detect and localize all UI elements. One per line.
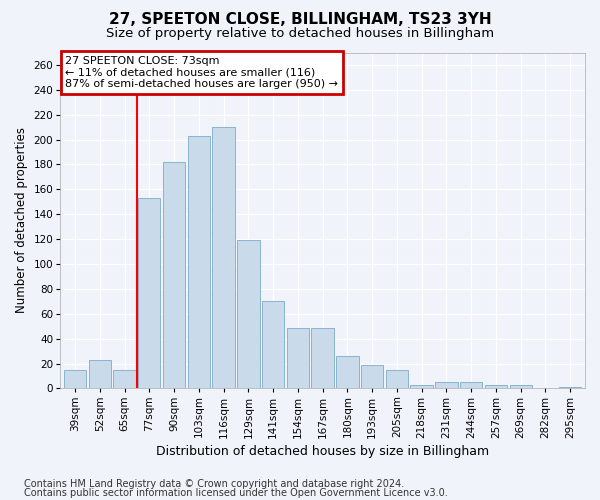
Text: Size of property relative to detached houses in Billingham: Size of property relative to detached ho…	[106, 28, 494, 40]
Bar	[559, 387, 581, 388]
Bar	[386, 370, 408, 388]
X-axis label: Distribution of detached houses by size in Billingham: Distribution of detached houses by size …	[156, 444, 489, 458]
Text: Contains HM Land Registry data © Crown copyright and database right 2024.: Contains HM Land Registry data © Crown c…	[24, 479, 404, 489]
Y-axis label: Number of detached properties: Number of detached properties	[15, 128, 28, 314]
Bar	[287, 328, 309, 388]
Bar	[138, 198, 160, 388]
Text: 27, SPEETON CLOSE, BILLINGHAM, TS23 3YH: 27, SPEETON CLOSE, BILLINGHAM, TS23 3YH	[109, 12, 491, 28]
Bar	[485, 385, 507, 388]
Bar	[435, 382, 458, 388]
Bar	[188, 136, 210, 388]
Bar	[262, 302, 284, 388]
Bar	[212, 127, 235, 388]
Bar	[237, 240, 260, 388]
Bar	[410, 385, 433, 388]
Bar	[64, 370, 86, 388]
Bar	[509, 385, 532, 388]
Bar	[460, 382, 482, 388]
Bar	[89, 360, 111, 388]
Bar	[311, 328, 334, 388]
Bar	[163, 162, 185, 388]
Text: Contains public sector information licensed under the Open Government Licence v3: Contains public sector information licen…	[24, 488, 448, 498]
Bar	[361, 365, 383, 388]
Bar	[336, 356, 359, 388]
Bar	[113, 370, 136, 388]
Text: 27 SPEETON CLOSE: 73sqm
← 11% of detached houses are smaller (116)
87% of semi-d: 27 SPEETON CLOSE: 73sqm ← 11% of detache…	[65, 56, 338, 89]
